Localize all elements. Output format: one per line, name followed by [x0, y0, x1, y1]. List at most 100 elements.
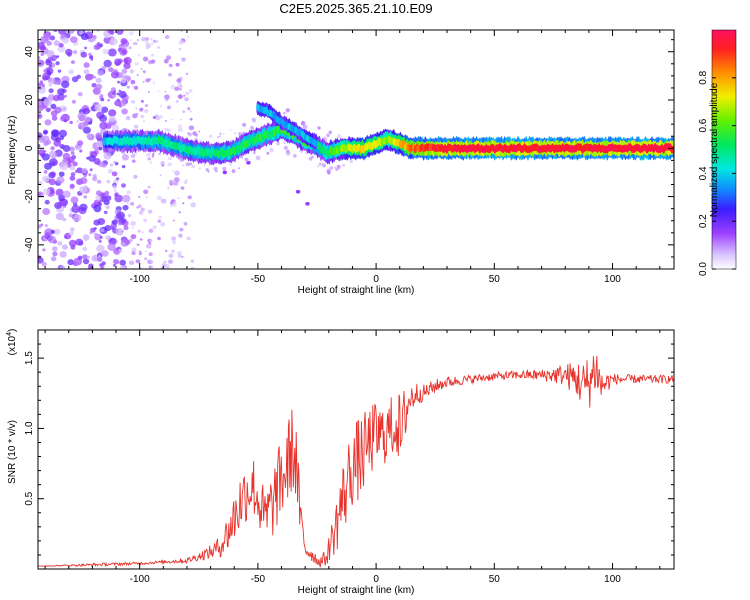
noise-blob [321, 161, 324, 164]
noise-blob [120, 239, 129, 247]
colorbar-gradient [711, 29, 737, 270]
noise-blob [203, 164, 206, 167]
noise-blob [62, 217, 67, 222]
noise-blob [44, 35, 51, 42]
noise-blob [147, 60, 153, 65]
noise-blob [187, 107, 191, 110]
noise-blob [177, 251, 182, 256]
noise-blob [119, 259, 126, 266]
chart-title: C2E5.2025.365.21.10.E09 [279, 1, 432, 16]
noise-blob [93, 204, 102, 213]
noise-blob [51, 256, 57, 262]
noise-blob [229, 128, 232, 131]
noise-blob [111, 124, 120, 132]
noise-blob [126, 85, 130, 89]
noise-blob [49, 171, 56, 177]
noise-blob [92, 176, 98, 182]
noise-blob [131, 247, 137, 252]
noise-blob [75, 238, 84, 246]
noise-blob [88, 52, 92, 56]
noise-blob [76, 167, 83, 174]
noise-blob [105, 195, 112, 202]
snr-frame [37, 329, 675, 570]
noise-blob [88, 73, 95, 80]
noise-blob [186, 236, 191, 241]
noise-blob [178, 47, 182, 51]
noise-blob [44, 162, 52, 170]
noise-blob [69, 231, 74, 236]
noise-blob [97, 257, 103, 262]
top-y-axis-label: Frequency (Hz) [7, 116, 18, 185]
noise-blob [65, 48, 73, 56]
noise-blob [143, 189, 149, 195]
noise-blob [140, 114, 144, 119]
noise-blob [105, 205, 110, 210]
noise-blob [120, 38, 128, 45]
noise-blob [104, 190, 110, 196]
bottom-x-axis: -100 -50 0 50 100 [44, 330, 661, 585]
noise-blob [170, 118, 173, 121]
y-tick-label: 1.5 [24, 351, 35, 365]
noise-blob [55, 188, 64, 196]
noise-blob [54, 202, 62, 209]
noise-blob [322, 163, 326, 168]
noise-blob [57, 88, 65, 96]
noise-blob [131, 100, 136, 104]
noise-blob [187, 132, 190, 135]
noise-blob [95, 77, 102, 84]
noise-blob [131, 251, 136, 256]
noise-blob [80, 51, 88, 58]
noise-blob [136, 206, 140, 209]
noise-blob [179, 227, 184, 232]
noise-blob [149, 260, 154, 264]
noise-blob [242, 122, 247, 127]
noise-blob [168, 179, 174, 185]
noise-blob [144, 40, 149, 45]
noise-blob [61, 244, 68, 250]
noise-blob [180, 186, 185, 190]
noise-blob [46, 69, 51, 73]
noise-blob [71, 205, 81, 213]
noise-blob [68, 213, 74, 218]
noise-blob [86, 133, 92, 139]
colorbar-tick-label: 0.8 [698, 70, 709, 84]
bottom-x-axis-label: Height of straight line (km) [298, 585, 415, 596]
noise-blob [127, 213, 132, 218]
noise-blob [58, 194, 65, 202]
noise-blob [342, 163, 346, 167]
noise-blob [48, 178, 56, 186]
noise-blob [130, 202, 135, 206]
noise-blob [49, 150, 57, 158]
noise-blob [38, 59, 45, 67]
noise-blob [93, 219, 101, 226]
noise-blob [145, 78, 151, 83]
noise-blob [58, 30, 67, 35]
noise-blob [99, 94, 104, 98]
noise-blob [107, 99, 110, 102]
noise-blob [70, 36, 78, 43]
noise-blob [176, 78, 182, 83]
noise-blob [82, 254, 88, 260]
x-tick-label: -50 [251, 274, 266, 285]
noise-blob [149, 37, 153, 41]
noise-blob [115, 228, 124, 236]
noise-blob [119, 99, 127, 107]
noise-blob [157, 90, 160, 93]
noise-blob [175, 62, 180, 67]
noise-blob [123, 56, 132, 65]
noise-blob [148, 265, 152, 268]
noise-blob [54, 149, 63, 157]
noise-blob [86, 255, 91, 259]
noise-blob [101, 250, 109, 257]
noise-blob [147, 157, 151, 161]
noise-blob [42, 188, 51, 196]
noise-blob [77, 147, 82, 151]
noise-blob [144, 104, 149, 108]
y-tick-label: 1.0 [24, 421, 35, 435]
noise-blob [165, 35, 170, 39]
y-tick-label: 40 [24, 46, 35, 58]
noise-blob [317, 126, 321, 130]
noise-blob [71, 76, 79, 83]
colorbar: 0.0 0.2 0.4 0.6 0.8 Normalized spectral ampl… [698, 29, 737, 276]
noise-blob [149, 243, 152, 245]
